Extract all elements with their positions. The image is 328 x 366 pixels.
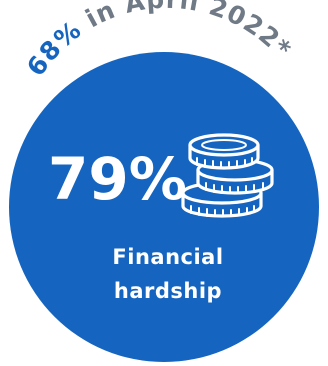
coin-stack-icon [181,133,274,218]
stat-label-line2: hardship [114,279,222,303]
stat-label-line1: Financial [112,245,223,269]
arc-highlight-percent: 68% [21,15,87,82]
stat-value: 79% [48,145,187,213]
stat-circle [9,52,319,362]
